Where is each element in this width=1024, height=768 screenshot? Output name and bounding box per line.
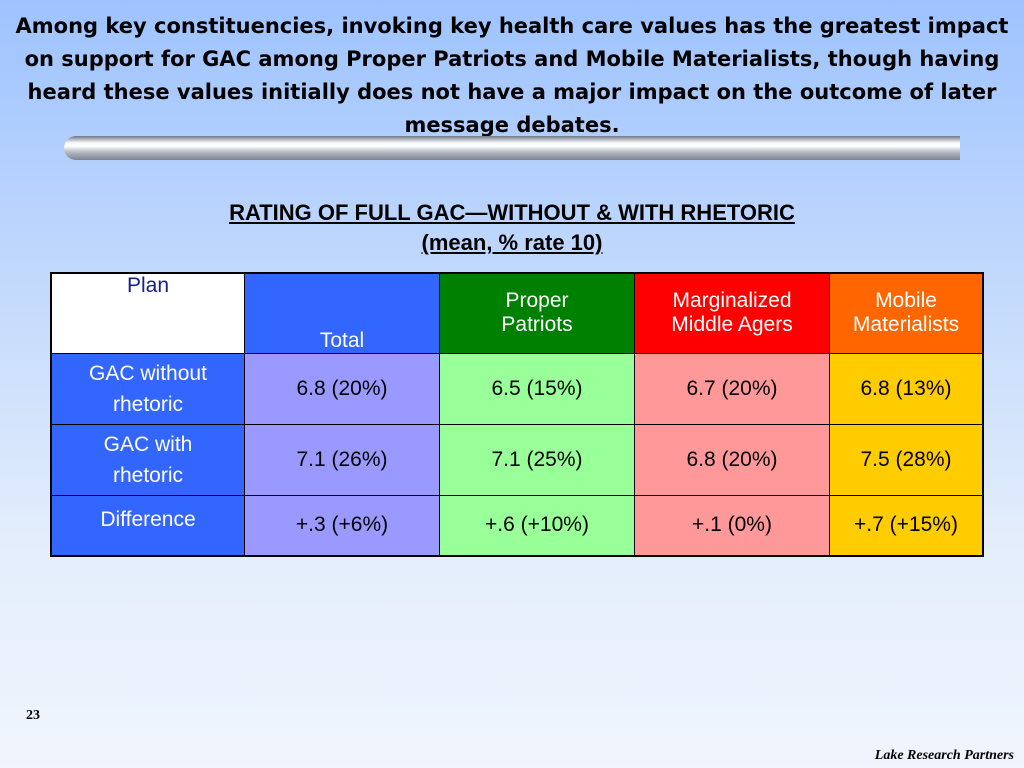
row-label-line2: rhetoric <box>112 392 184 416</box>
row-label-difference: Difference <box>50 494 245 557</box>
row-label-gac-without-rhetoric: GAC without rhetoric <box>50 352 245 425</box>
header-proper-patriots-line1: Proper <box>505 289 569 313</box>
cell-proper-patriots: 7.1 (25%) <box>439 423 635 496</box>
row-label-gac-with-rhetoric: GAC with rhetoric <box>50 423 245 496</box>
header-mobile-materialists-line2: Materialists <box>852 313 960 337</box>
table-title-main: RATING OF FULL GAC—WITHOUT & WITH RHETOR… <box>229 200 795 225</box>
slide-title: Among key constituencies, invoking key h… <box>15 14 1009 137</box>
cell-marginalized-middle-agers: +.1 (0%) <box>634 494 830 557</box>
table-row-difference: Difference +.3 (+6%) +.6 (+10%) +.1 (0%)… <box>50 494 984 557</box>
table-row-gac-without-rhetoric: GAC without rhetoric 6.8 (20%) 6.5 (15%)… <box>50 352 984 425</box>
footer-brand: Lake Research Partners <box>874 748 1014 763</box>
cell-mobile-materialists: 6.8 (13%) <box>829 352 984 425</box>
header-plan: Plan <box>50 272 245 354</box>
table-title-subtitle: (mean, % rate 10) <box>421 230 603 255</box>
header-mobile-materialists: Mobile Materialists <box>829 272 984 354</box>
cell-proper-patriots: +.6 (+10%) <box>439 494 635 557</box>
divider-bar <box>64 136 960 160</box>
cell-proper-patriots: 6.5 (15%) <box>439 352 635 425</box>
cell-marginalized-middle-agers: 6.7 (20%) <box>634 352 830 425</box>
header-marginalized-middle-agers: Marginalized Middle Agers <box>634 272 830 354</box>
page-number: 23 <box>26 708 40 723</box>
cell-total: 6.8 (20%) <box>244 352 440 425</box>
header-total: Total <box>244 272 440 354</box>
cell-marginalized-middle-agers: 6.8 (20%) <box>634 423 830 496</box>
row-label-line2: rhetoric <box>112 463 184 487</box>
row-label-line1: Difference <box>100 507 196 531</box>
table-header-row: Plan Total Proper Patriots Marginalized … <box>50 272 984 354</box>
header-mobile-materialists-line1: Mobile <box>875 289 937 313</box>
rating-table: Plan Total Proper Patriots Marginalized … <box>50 272 984 557</box>
table-title: RATING OF FULL GAC—WITHOUT & WITH RHETOR… <box>0 198 1024 258</box>
row-label-line1: GAC without <box>89 361 207 385</box>
table-row-gac-with-rhetoric: GAC with rhetoric 7.1 (26%) 7.1 (25%) 6.… <box>50 423 984 496</box>
cell-mobile-materialists: +.7 (+15%) <box>829 494 984 557</box>
header-proper-patriots: Proper Patriots <box>439 272 635 354</box>
header-marginalized-line2: Middle Agers <box>671 313 793 337</box>
cell-total: 7.1 (26%) <box>244 423 440 496</box>
header-marginalized-line1: Marginalized <box>672 289 792 313</box>
row-label-line1: GAC with <box>103 432 193 456</box>
cell-mobile-materialists: 7.5 (28%) <box>829 423 984 496</box>
cell-total: +.3 (+6%) <box>244 494 440 557</box>
header-proper-patriots-line2: Patriots <box>501 313 573 337</box>
